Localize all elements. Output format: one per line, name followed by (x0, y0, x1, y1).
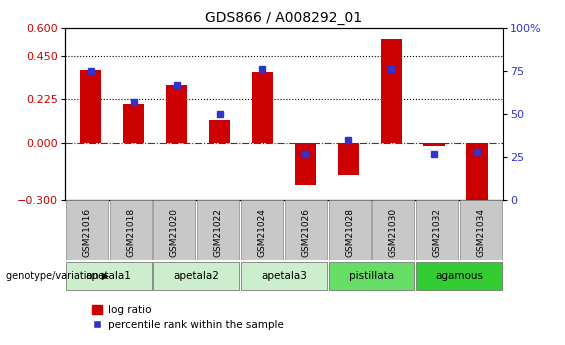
Bar (337, 142, 359, 175)
Text: GSM21026: GSM21026 (301, 208, 310, 257)
Text: GSM21024: GSM21024 (258, 209, 267, 257)
Bar (166, 85, 188, 142)
Bar (154, 200, 195, 260)
Bar (285, 200, 327, 260)
Text: GSM21028: GSM21028 (345, 208, 354, 257)
Bar (460, 200, 502, 260)
Text: apetala2: apetala2 (173, 271, 219, 281)
Bar (329, 262, 414, 290)
Legend: log ratio, percentile rank within the sample: log ratio, percentile rank within the sa… (92, 305, 284, 330)
Text: GSM21032: GSM21032 (433, 208, 442, 257)
Text: agamous: agamous (435, 271, 483, 281)
Bar (329, 200, 371, 260)
Text: pistillata: pistillata (349, 271, 394, 281)
Bar (252, 72, 273, 142)
Text: GSM21018: GSM21018 (126, 208, 135, 257)
Bar (123, 104, 145, 142)
Text: GSM21022: GSM21022 (214, 209, 223, 257)
Bar (294, 142, 316, 185)
Bar (80, 70, 102, 142)
Bar (380, 39, 402, 142)
Bar (416, 200, 458, 260)
Text: GSM21020: GSM21020 (170, 208, 179, 257)
Title: GDS866 / A008292_01: GDS866 / A008292_01 (205, 11, 363, 25)
Bar (66, 200, 108, 260)
Text: GSM21030: GSM21030 (389, 208, 398, 257)
Bar (154, 262, 239, 290)
Bar (372, 200, 414, 260)
Text: apetala3: apetala3 (261, 271, 307, 281)
Bar (416, 262, 502, 290)
Bar (466, 142, 488, 204)
Bar (241, 262, 327, 290)
Bar (197, 200, 239, 260)
Text: apetala1: apetala1 (86, 271, 132, 281)
Bar (110, 200, 151, 260)
Text: genotype/variation ▶: genotype/variation ▶ (6, 271, 109, 281)
Text: GSM21016: GSM21016 (82, 208, 92, 257)
Bar (209, 120, 231, 142)
Bar (241, 200, 283, 260)
Bar (423, 142, 445, 146)
Bar (66, 262, 151, 290)
Text: GSM21034: GSM21034 (476, 208, 485, 257)
